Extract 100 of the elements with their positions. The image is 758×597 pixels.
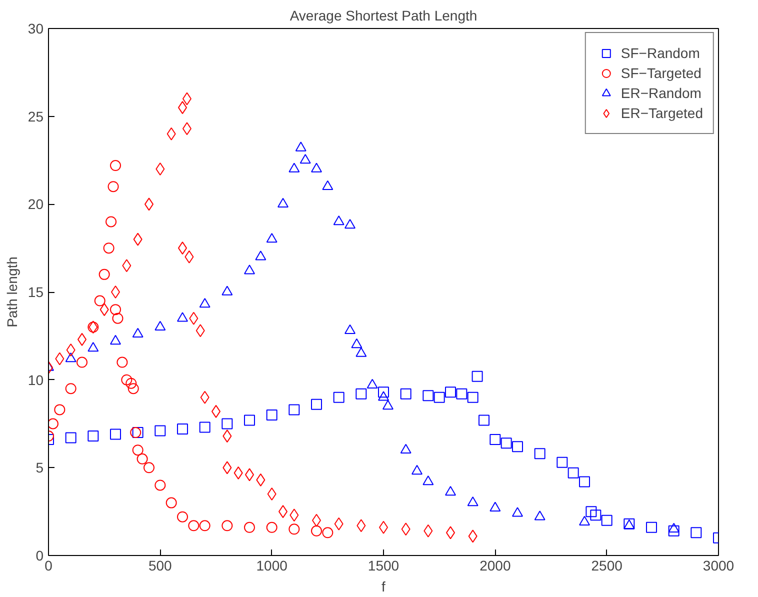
x-tick-label: 2500 (591, 558, 623, 574)
point (311, 398, 322, 410)
y-tick-label: 20 (28, 196, 44, 212)
point (290, 508, 299, 522)
point (110, 428, 121, 440)
point (378, 391, 389, 401)
y-tick-label: 0 (36, 548, 44, 564)
chart-title: Average Shortest Path Length (290, 8, 478, 24)
point (256, 473, 266, 486)
point (132, 444, 144, 456)
x-tick-label: 500 (148, 558, 172, 574)
point (166, 497, 177, 508)
point (422, 475, 434, 486)
x-tick-label: 1500 (368, 558, 400, 574)
point (490, 502, 501, 512)
point (401, 522, 410, 536)
point (244, 264, 255, 274)
point (126, 378, 137, 389)
point (184, 250, 194, 264)
point (189, 312, 198, 325)
point (136, 453, 148, 464)
point (222, 418, 233, 430)
point (154, 320, 166, 331)
point (94, 295, 106, 306)
point (222, 286, 233, 296)
point (382, 400, 394, 410)
x-axis-title: f (382, 578, 386, 594)
point (188, 520, 200, 532)
point (110, 160, 121, 172)
point (154, 480, 166, 491)
point (100, 303, 109, 316)
point (356, 347, 367, 357)
point (366, 378, 378, 388)
x-tick-label: 2000 (480, 558, 511, 574)
point (166, 127, 176, 140)
point (222, 430, 232, 443)
point (356, 519, 366, 532)
point (88, 342, 99, 352)
point (478, 414, 490, 426)
point (128, 383, 139, 394)
point (690, 527, 702, 538)
point (351, 338, 362, 348)
point (177, 424, 188, 435)
point (88, 430, 99, 442)
point (200, 390, 210, 404)
point (322, 180, 334, 190)
point (182, 122, 192, 136)
y-tick-label: 5 (36, 460, 44, 476)
point (76, 356, 88, 368)
point (116, 356, 128, 368)
point (196, 324, 205, 338)
point (344, 218, 356, 229)
point (112, 312, 124, 324)
point (646, 522, 657, 533)
point (267, 488, 276, 501)
y-tick-label: 15 (28, 284, 44, 300)
point (133, 232, 142, 246)
point (534, 510, 546, 520)
point (512, 507, 523, 517)
point (400, 388, 412, 400)
point (579, 516, 590, 526)
point (255, 250, 266, 260)
point (177, 511, 188, 522)
point (66, 343, 76, 356)
point (110, 304, 121, 316)
point (222, 461, 232, 474)
point (106, 216, 117, 228)
point (156, 162, 165, 176)
point (311, 162, 322, 172)
point (468, 530, 478, 543)
point (534, 448, 546, 460)
point (295, 142, 306, 152)
point (144, 462, 154, 474)
point (424, 524, 433, 538)
point (199, 298, 210, 308)
point (378, 386, 389, 398)
point (222, 520, 233, 532)
point (668, 522, 680, 533)
point (288, 162, 300, 172)
point (556, 456, 568, 468)
y-axis-title: Path length (4, 256, 20, 328)
point (601, 514, 612, 526)
point (512, 441, 523, 452)
point (182, 92, 192, 106)
point (400, 444, 412, 454)
point (445, 486, 456, 496)
x-tick-label: 3000 (702, 558, 734, 574)
point (110, 334, 121, 345)
y-tick-label: 25 (28, 108, 44, 124)
point (55, 352, 64, 366)
point (311, 525, 322, 536)
point (122, 259, 132, 272)
point (500, 438, 512, 449)
legend-label: ER−Random (620, 85, 702, 101)
point (132, 328, 144, 338)
point (278, 198, 288, 208)
point (108, 181, 119, 192)
point (422, 390, 434, 402)
point (199, 520, 210, 532)
x-tick-label: 1000 (256, 558, 288, 574)
